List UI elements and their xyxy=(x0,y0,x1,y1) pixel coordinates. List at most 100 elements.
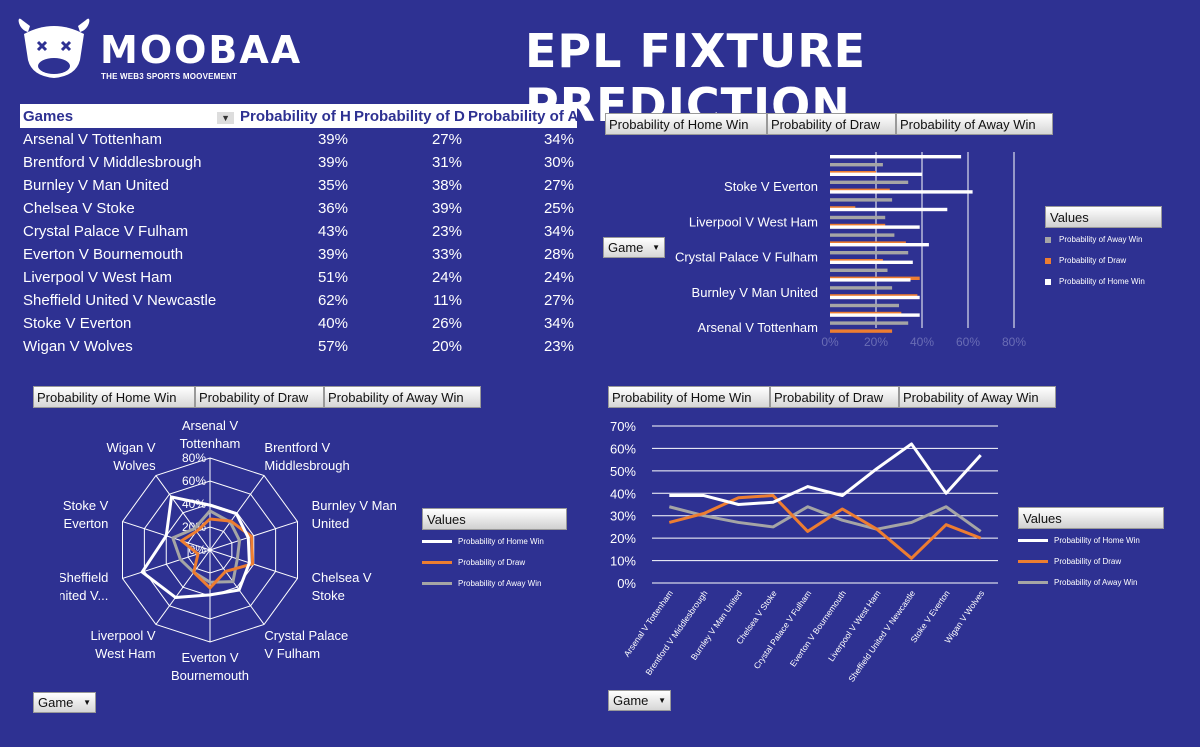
field-button-away[interactable]: Probability of Away Win xyxy=(324,386,481,408)
bar-home xyxy=(830,155,962,159)
probability-cell: 24% xyxy=(543,269,574,286)
game-name-cell: Liverpool V West Ham xyxy=(23,269,172,286)
field-button-draw[interactable]: Probability of Draw xyxy=(767,113,896,135)
radar-category-label: Crystal Palace V Fulham xyxy=(264,628,348,661)
legend-title: Values xyxy=(422,508,567,530)
y-tick-label: 10% xyxy=(610,554,636,569)
field-button-away[interactable]: Probability of Away Win xyxy=(896,113,1053,135)
x-tick-label: 0% xyxy=(821,335,839,349)
radar-game-dropdown[interactable]: Game ▼ xyxy=(33,692,96,713)
radar-category-label: Stoke V Everton xyxy=(63,498,109,531)
field-button-home[interactable]: Probability of Home Win xyxy=(33,386,195,408)
field-button-home[interactable]: Probability of Home Win xyxy=(608,386,770,408)
game-name-cell: Stoke V Everton xyxy=(23,315,132,332)
legend-item-draw: Probability of Draw xyxy=(1018,551,1164,572)
probability-cell: 51% xyxy=(317,269,348,286)
radar-category-label: Liverpool V West Ham xyxy=(91,628,156,661)
radar-chart: 0%20%40%60%80%Arsenal V Tottenham Brentfor… xyxy=(60,418,397,683)
bar-home xyxy=(830,243,929,247)
logo-name: MOOBAA xyxy=(100,28,303,72)
bar-game-dropdown[interactable]: Game ▼ xyxy=(603,237,665,258)
bar-away xyxy=(830,198,893,202)
bar-away xyxy=(830,251,909,255)
radar-spoke xyxy=(122,549,211,579)
probability-cell: 36% xyxy=(317,200,348,217)
table-row[interactable]: Wigan V Wolves 57% 20% 23% xyxy=(20,335,577,358)
header-home[interactable]: Probability of H xyxy=(237,104,351,128)
probability-cell: 26% xyxy=(431,315,462,332)
bar-home xyxy=(830,278,911,282)
x-tick-label: 80% xyxy=(1002,335,1026,349)
bar-away xyxy=(830,163,883,167)
bar-home xyxy=(830,260,913,264)
radar-category-label: Wigan V Wolves xyxy=(106,440,156,473)
x-category-label: Sheffield United V Newcastle xyxy=(846,588,917,684)
probability-cell: 27% xyxy=(543,177,574,194)
probability-cell: 35% xyxy=(317,177,348,194)
legend-item-away: Probability of Away Win xyxy=(422,573,567,594)
field-button-draw[interactable]: Probability of Draw xyxy=(195,386,324,408)
y-tick-label: 70% xyxy=(610,419,636,434)
y-tick-label: 20% xyxy=(610,531,636,546)
header-away[interactable]: Probability of A xyxy=(465,104,577,128)
y-category-label: Arsenal V Tottenham xyxy=(698,320,818,335)
field-button-away[interactable]: Probability of Away Win xyxy=(899,386,1056,408)
game-name-cell: Wigan V Wolves xyxy=(23,338,133,355)
probability-cell: 34% xyxy=(543,223,574,240)
game-name-cell: Arsenal V Tottenham xyxy=(23,131,162,148)
radar-category-label: Brentford V Middlesbrough xyxy=(264,440,349,473)
probability-cell: 34% xyxy=(543,131,574,148)
table-row[interactable]: Stoke V Everton 40% 26% 34% xyxy=(20,312,577,335)
field-button-draw[interactable]: Probability of Draw xyxy=(770,386,899,408)
pivot-table: Games ▼ Probability of H Probability of D… xyxy=(20,104,577,358)
y-tick-label: 50% xyxy=(610,464,636,479)
x-category-label: Brentford V Middlesbrough xyxy=(643,588,709,677)
legend-title: Values xyxy=(1045,206,1162,228)
x-tick-label: 20% xyxy=(864,335,888,349)
radar-legend: Values Probability of Home Win Probabili… xyxy=(422,508,567,594)
probability-cell: 34% xyxy=(543,315,574,332)
radar-category-label: Chelsea V Stoke xyxy=(312,570,372,603)
header-draw[interactable]: Probability of D xyxy=(351,104,465,128)
field-button-home[interactable]: Probability of Home Win xyxy=(605,113,767,135)
legend-item-home: Probability of Home Win xyxy=(1045,271,1162,292)
y-category-label: Stoke V Everton xyxy=(724,179,818,194)
game-name-cell: Chelsea V Stoke xyxy=(23,200,135,217)
filter-dropdown-icon[interactable]: ▼ xyxy=(217,111,234,124)
bar-home xyxy=(830,172,922,176)
radar-series-home xyxy=(140,495,251,599)
x-tick-label: 40% xyxy=(910,335,934,349)
bar-away xyxy=(830,215,886,220)
table-row[interactable]: Brentford V Middlesbrough 39% 31% 30% xyxy=(20,151,577,174)
line-game-dropdown[interactable]: Game ▼ xyxy=(608,690,671,711)
probability-cell: 23% xyxy=(431,223,462,240)
table-row[interactable]: Burnley V Man United 35% 38% 27% xyxy=(20,174,577,197)
y-tick-label: 60% xyxy=(610,441,636,456)
probability-cell: 31% xyxy=(431,154,462,171)
legend-item-away: Probability of Away Win xyxy=(1018,572,1164,593)
probability-cell: 33% xyxy=(431,246,462,263)
probability-cell: 27% xyxy=(543,292,574,309)
bar-legend: Values Probability of Away Win Probabili… xyxy=(1045,206,1162,292)
table-row[interactable]: Arsenal V Tottenham 39% 27% 34% xyxy=(20,128,577,151)
radar-spoke xyxy=(155,475,211,551)
table-row[interactable]: Liverpool V West Ham 51% 24% 24% xyxy=(20,266,577,289)
chevron-down-icon: ▼ xyxy=(658,696,666,705)
bar-home xyxy=(830,207,948,212)
line-series-away xyxy=(668,505,982,533)
legend-title: Values xyxy=(1018,507,1164,529)
game-name-cell: Burnley V Man United xyxy=(23,177,169,194)
radar-category-label: Burnley V Man United xyxy=(312,498,397,531)
probability-cell: 39% xyxy=(317,154,348,171)
bar-home xyxy=(830,190,973,194)
table-row[interactable]: Sheffield United V Newcastle 62% 11% 27% xyxy=(20,289,577,312)
table-row[interactable]: Chelsea V Stoke 36% 39% 25% xyxy=(20,197,577,220)
probability-cell: 30% xyxy=(543,154,574,171)
radar-spoke xyxy=(209,549,265,625)
y-category-label: Burnley V Man United xyxy=(692,285,818,300)
table-row[interactable]: Everton V Bournemouth 39% 33% 28% xyxy=(20,243,577,266)
bar-home xyxy=(830,313,920,317)
header-games[interactable]: Games ▼ xyxy=(20,104,237,128)
table-row[interactable]: Crystal Palace V Fulham 43% 23% 34% xyxy=(20,220,577,243)
cow-logo-icon xyxy=(18,18,90,78)
